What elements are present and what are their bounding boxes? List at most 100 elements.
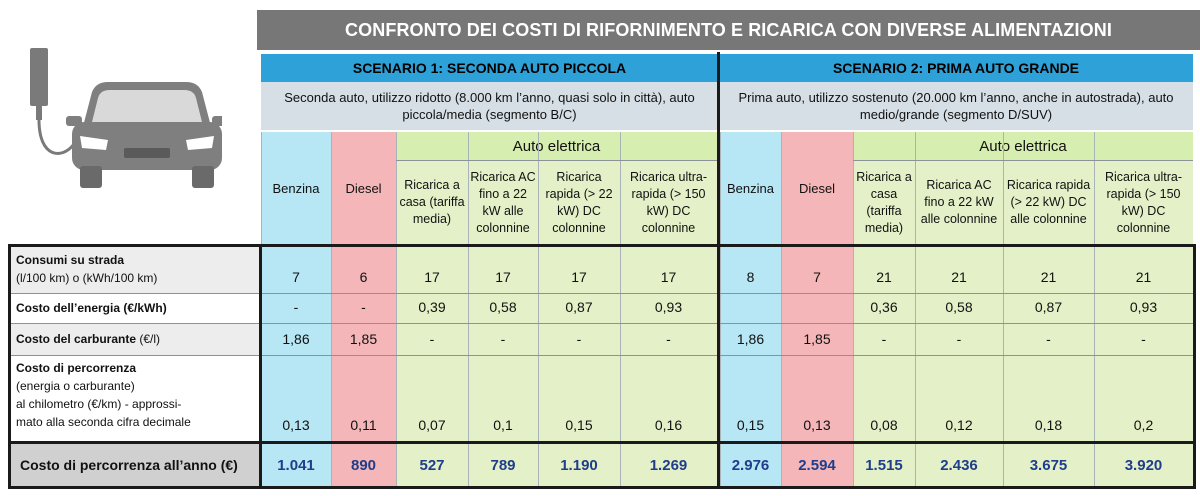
table-border	[10, 441, 1195, 444]
column-divider	[781, 132, 782, 486]
scenario-1-title: SCENARIO 1: SECONDA AUTO PICCOLA	[261, 54, 718, 82]
table-cell: 6	[331, 247, 396, 293]
table-cell: 0,16	[620, 356, 717, 441]
header-ricarica-ultra-rapida: Ricarica ultra-rapida (> 150 kW) DC colo…	[620, 160, 717, 245]
table-cell: 0,08	[853, 356, 915, 441]
table-cell: 17	[538, 247, 620, 293]
table-cell: 8	[720, 247, 781, 293]
table-cell: -	[331, 294, 396, 323]
row-label-costo-percorrenza-line: mato alla seconda cifra decimale	[16, 415, 191, 429]
header-benzina: Benzina	[261, 132, 331, 245]
header-diesel: Diesel	[331, 132, 396, 245]
table-cell	[781, 294, 853, 323]
row-label-costo-annuo: Costo di percorrenza all’anno (€)	[10, 444, 261, 486]
electric-car-charger-icon	[30, 48, 222, 188]
table-cell: -	[1003, 324, 1094, 355]
table-cell: -	[261, 294, 331, 323]
table-cell: -	[396, 324, 468, 355]
table-cell: 0,13	[781, 356, 853, 441]
header-ricarica-casa: Ricarica a casa (tariffa media)	[853, 160, 915, 245]
table-cell: 1.190	[538, 444, 620, 486]
scenario-1-description: Seconda auto, utilizzo ridotto (8.000 km…	[261, 82, 718, 130]
table-cell: -	[620, 324, 717, 355]
table-cell: 0,11	[331, 356, 396, 441]
table-cell: -	[538, 324, 620, 355]
row-divider	[10, 293, 1193, 294]
row-label-consumi: Consumi su strada (l/100 km) o (kWh/100 k…	[10, 247, 261, 293]
column-divider	[1003, 132, 1004, 486]
table-cell: 0,12	[915, 356, 1003, 441]
table-border	[717, 52, 720, 489]
table-cell: 1.269	[620, 444, 717, 486]
table-cell: 17	[620, 247, 717, 293]
row-divider	[10, 355, 1193, 356]
table-cell: 1.041	[261, 444, 331, 486]
header-diesel: Diesel	[781, 132, 853, 245]
column-divider	[720, 132, 721, 486]
table-cell: 0,2	[1094, 356, 1193, 441]
header-auto-elettrica: Auto elettrica	[853, 132, 1193, 160]
column-divider	[620, 132, 621, 486]
table-cell: 1,85	[781, 324, 853, 355]
row-label-costo-carburante: Costo del carburante (€/l)	[10, 323, 261, 355]
table-cell: 0,39	[396, 294, 468, 323]
table-cell: 17	[468, 247, 538, 293]
table-cell: 0,13	[261, 356, 331, 441]
table-cell: 0,07	[396, 356, 468, 441]
table-border	[10, 244, 1195, 247]
table-cell: 0,93	[1094, 294, 1193, 323]
header-ricarica-rapida: Ricarica rapida (> 22 kW) DC alle colonn…	[1003, 160, 1094, 245]
row-label-costo-percorrenza-line: al chilometro (€/km) - approssi-	[16, 397, 182, 411]
row-divider	[10, 323, 1193, 324]
table-cell: 1,86	[261, 324, 331, 355]
table-cell: 1.515	[853, 444, 915, 486]
column-divider	[396, 132, 397, 486]
table-cell: 1,86	[720, 324, 781, 355]
table-cell: -	[915, 324, 1003, 355]
header-divider	[853, 160, 1193, 161]
table-cell: 0,15	[720, 356, 781, 441]
table-cell: 17	[396, 247, 468, 293]
table-cell: 0,87	[538, 294, 620, 323]
column-divider	[331, 132, 332, 486]
table-cell: 7	[781, 247, 853, 293]
table-cell: 890	[331, 444, 396, 486]
table-cell: 3.920	[1094, 444, 1193, 486]
table-border	[1193, 244, 1196, 489]
column-divider	[1094, 132, 1095, 486]
table-cell: 2.436	[915, 444, 1003, 486]
table-cell: 0,15	[538, 356, 620, 441]
row-label-costo-energia: Costo dell’energia (€/kWh)	[10, 293, 261, 323]
header-auto-elettrica: Auto elettrica	[396, 132, 717, 160]
row-label-consumi-unit: (l/100 km) o (kWh/100 km)	[16, 271, 158, 285]
header-ricarica-ultra-rapida: Ricarica ultra-rapida (> 150 kW) DC colo…	[1094, 160, 1193, 245]
table-border	[259, 244, 262, 489]
table-cell: 2.594	[781, 444, 853, 486]
row-label-costo-carburante-bold: Costo del carburante	[16, 332, 137, 346]
table-cell: 0,58	[915, 294, 1003, 323]
column-divider	[915, 132, 916, 486]
table-cell: -	[1094, 324, 1193, 355]
table-cell: 2.976	[720, 444, 781, 486]
table-cell: 7	[261, 247, 331, 293]
table-cell: 527	[396, 444, 468, 486]
header-benzina: Benzina	[720, 132, 781, 245]
table-cell: 1,85	[331, 324, 396, 355]
table-cell: 789	[468, 444, 538, 486]
row-label-costo-energia-bold: Costo dell’energia (€/kWh)	[16, 301, 167, 315]
column-divider	[468, 132, 469, 486]
table-cell: 0,1	[468, 356, 538, 441]
table-cell: 0,58	[468, 294, 538, 323]
header-divider	[396, 160, 717, 161]
table-cell: 0,93	[620, 294, 717, 323]
page-title: CONFRONTO DEI COSTI DI RIFORNIMENTO E RI…	[257, 10, 1200, 50]
row-label-consumi-bold: Consumi su strada	[16, 253, 125, 267]
scenario-2-title: SCENARIO 2: PRIMA AUTO GRANDE	[719, 54, 1193, 82]
table-cell: 21	[1094, 247, 1193, 293]
header-ricarica-rapida: Ricarica rapida (> 22 kW) DC colonnine	[538, 160, 620, 245]
table-cell: 0,18	[1003, 356, 1094, 441]
column-divider	[853, 132, 854, 486]
table-cell: 21	[1003, 247, 1094, 293]
row-label-costo-carburante-unit: (€/l)	[136, 332, 161, 346]
